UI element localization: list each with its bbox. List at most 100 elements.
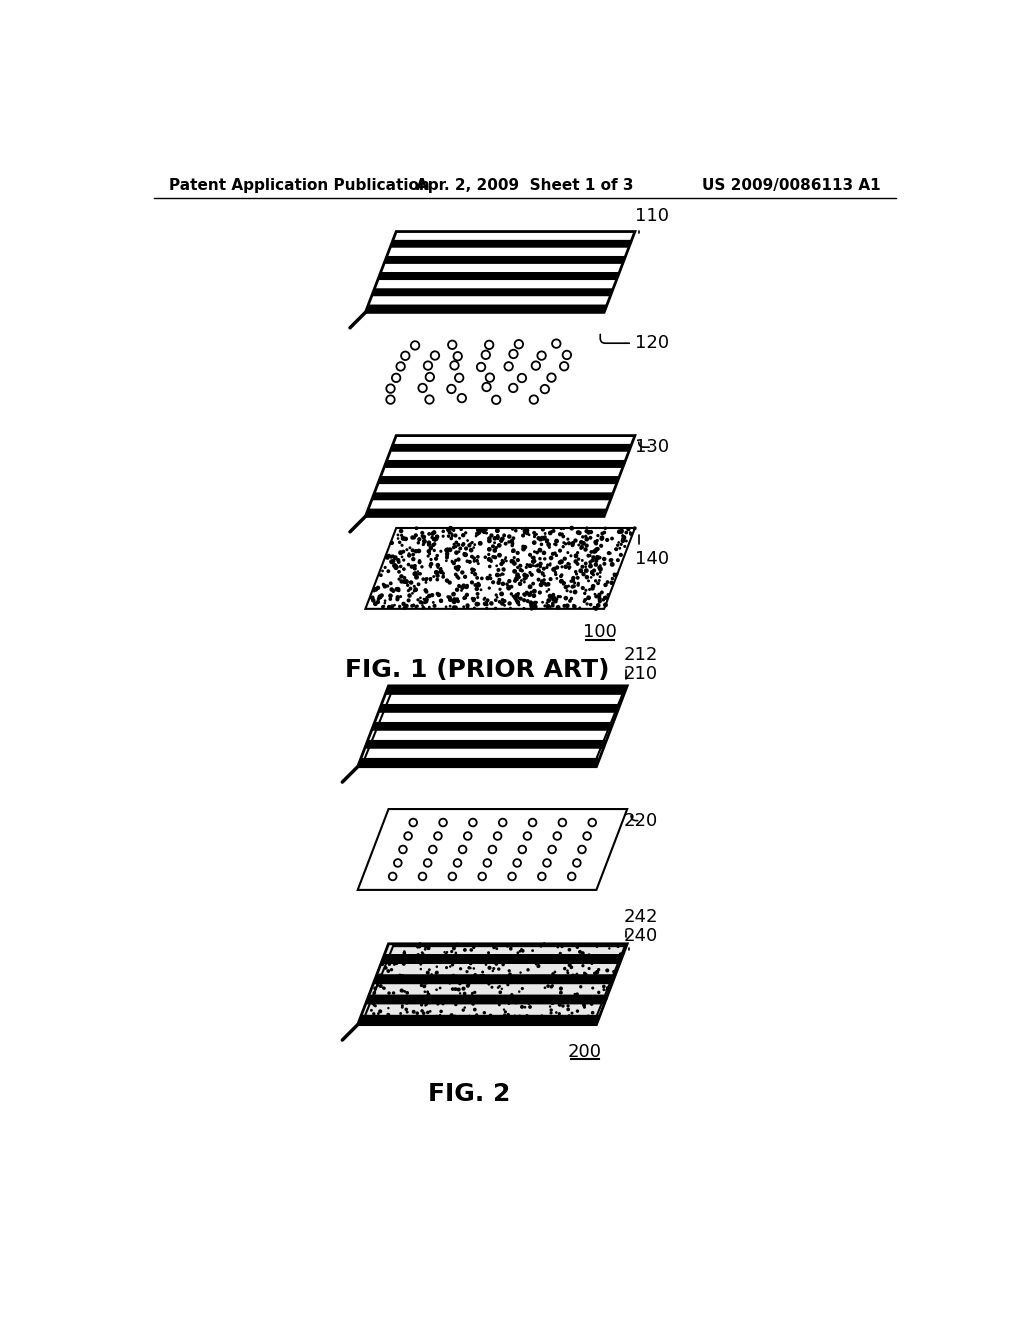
Circle shape	[550, 556, 553, 560]
Circle shape	[510, 593, 512, 595]
Circle shape	[417, 954, 420, 957]
Circle shape	[380, 594, 383, 597]
Circle shape	[603, 557, 606, 561]
Circle shape	[615, 548, 617, 550]
Circle shape	[482, 972, 483, 973]
Circle shape	[425, 949, 426, 950]
Circle shape	[485, 607, 487, 610]
Circle shape	[393, 964, 395, 965]
Circle shape	[624, 545, 626, 548]
Circle shape	[459, 982, 461, 985]
Circle shape	[525, 574, 528, 577]
Circle shape	[563, 557, 566, 560]
Circle shape	[524, 1007, 525, 1008]
Circle shape	[401, 544, 402, 546]
Circle shape	[607, 945, 609, 946]
Circle shape	[389, 594, 392, 598]
Circle shape	[568, 566, 570, 568]
Circle shape	[402, 550, 404, 553]
Circle shape	[449, 527, 453, 531]
Circle shape	[399, 529, 402, 532]
Circle shape	[559, 549, 561, 552]
Circle shape	[545, 533, 546, 535]
Circle shape	[411, 536, 414, 539]
Circle shape	[551, 531, 552, 532]
Circle shape	[485, 602, 487, 603]
Circle shape	[476, 532, 479, 536]
Circle shape	[506, 944, 509, 946]
Circle shape	[585, 590, 587, 591]
Circle shape	[573, 582, 575, 583]
Circle shape	[413, 1020, 415, 1022]
Circle shape	[521, 949, 522, 950]
Circle shape	[439, 569, 441, 570]
Polygon shape	[387, 248, 629, 256]
Circle shape	[500, 574, 501, 576]
Circle shape	[442, 531, 444, 532]
Circle shape	[495, 599, 497, 602]
Circle shape	[445, 552, 449, 556]
Circle shape	[578, 583, 580, 586]
Polygon shape	[377, 964, 620, 974]
Circle shape	[453, 601, 456, 603]
Circle shape	[468, 995, 469, 997]
Polygon shape	[384, 459, 626, 469]
Circle shape	[400, 1020, 402, 1022]
Circle shape	[567, 562, 569, 565]
Circle shape	[522, 545, 524, 548]
Circle shape	[419, 573, 421, 574]
Circle shape	[500, 593, 504, 595]
Circle shape	[423, 536, 425, 539]
Circle shape	[379, 974, 381, 977]
Circle shape	[429, 565, 431, 566]
Circle shape	[451, 537, 453, 540]
Circle shape	[390, 587, 393, 591]
Circle shape	[610, 581, 613, 585]
Text: FIG. 1 (PRIOR ART): FIG. 1 (PRIOR ART)	[345, 659, 609, 682]
Circle shape	[413, 1001, 415, 1003]
Circle shape	[595, 558, 597, 560]
Circle shape	[411, 605, 414, 607]
Circle shape	[508, 579, 511, 582]
Circle shape	[455, 560, 457, 561]
Circle shape	[388, 993, 390, 994]
Circle shape	[437, 593, 440, 597]
Circle shape	[584, 973, 586, 974]
Circle shape	[543, 573, 544, 574]
Circle shape	[602, 979, 604, 982]
Circle shape	[542, 528, 544, 531]
Circle shape	[599, 565, 601, 566]
Circle shape	[407, 1002, 408, 1005]
Circle shape	[492, 545, 495, 548]
Circle shape	[536, 552, 539, 553]
Circle shape	[395, 587, 398, 590]
Circle shape	[571, 577, 574, 579]
Circle shape	[539, 557, 541, 560]
Circle shape	[450, 606, 451, 607]
Circle shape	[543, 579, 545, 581]
Circle shape	[428, 595, 430, 597]
Circle shape	[429, 606, 430, 609]
Circle shape	[400, 574, 403, 578]
Polygon shape	[381, 264, 623, 272]
Circle shape	[548, 594, 552, 598]
Circle shape	[404, 537, 408, 540]
Circle shape	[423, 598, 425, 599]
Circle shape	[527, 1023, 529, 1024]
Circle shape	[610, 979, 612, 982]
Circle shape	[559, 953, 561, 954]
Circle shape	[377, 985, 379, 986]
Circle shape	[450, 597, 451, 599]
Circle shape	[598, 566, 602, 570]
Circle shape	[429, 553, 430, 554]
Circle shape	[401, 1007, 403, 1008]
Circle shape	[464, 553, 465, 554]
Circle shape	[470, 949, 472, 950]
Circle shape	[473, 560, 475, 562]
Circle shape	[387, 585, 389, 587]
Circle shape	[439, 570, 443, 573]
Circle shape	[385, 554, 389, 558]
Circle shape	[472, 569, 475, 572]
Circle shape	[413, 960, 415, 961]
Circle shape	[452, 561, 453, 562]
